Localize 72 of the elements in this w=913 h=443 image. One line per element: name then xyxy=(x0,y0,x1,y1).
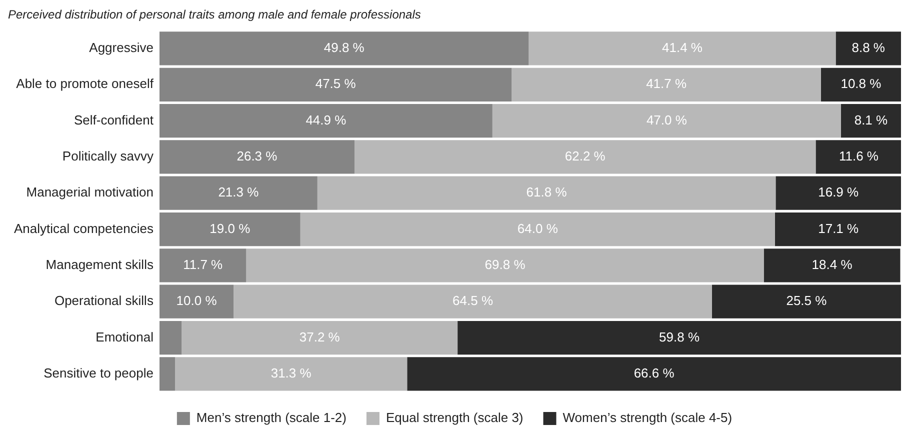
legend-label: Equal strength (scale 3) xyxy=(386,410,524,426)
data-label: 59.8 % xyxy=(659,329,700,344)
data-label: 25.5 % xyxy=(786,293,828,308)
bar xyxy=(836,32,901,66)
data-label: 17.1 % xyxy=(818,220,860,236)
bar xyxy=(776,176,901,210)
bar xyxy=(246,248,764,282)
y-tick-label: Analytical competencies xyxy=(14,220,154,236)
bar xyxy=(774,212,901,246)
bar xyxy=(764,248,900,282)
bar xyxy=(300,212,775,246)
bar xyxy=(317,176,776,210)
bar xyxy=(354,140,816,174)
data-label: 8.8 % xyxy=(852,40,886,56)
bar xyxy=(159,320,182,355)
bar xyxy=(159,104,492,138)
data-label: 31.3 % xyxy=(270,366,312,380)
bar xyxy=(528,32,836,66)
data-label: 64.0 % xyxy=(517,220,558,236)
legend-label: Women’s strength (scale 4-5) xyxy=(562,410,732,426)
y-tick-label: Management skills xyxy=(46,257,154,272)
y-tick-label: Emotional xyxy=(96,329,154,344)
data-label: 69.8 % xyxy=(484,257,526,272)
bar xyxy=(512,68,821,102)
bar xyxy=(492,104,841,138)
data-label: 16.9 % xyxy=(818,184,860,200)
data-label: 26.3 % xyxy=(236,148,278,164)
bar xyxy=(175,357,408,391)
y-tick-label: Self-confident xyxy=(74,112,154,128)
data-label: 11.6 % xyxy=(838,148,879,164)
bar xyxy=(820,68,901,102)
data-label: 64.5 % xyxy=(452,293,494,308)
data-label: 44.9 % xyxy=(306,112,347,128)
bar xyxy=(159,357,176,391)
bar xyxy=(159,68,512,102)
data-label: 21.3 % xyxy=(218,184,260,200)
data-label: 62.2 % xyxy=(564,148,606,164)
y-tick-label: Operational skills xyxy=(54,293,154,308)
data-label: 41.4 % xyxy=(662,40,703,56)
legend-label: Men’s strength (scale 1-2) xyxy=(196,410,346,426)
bar xyxy=(407,357,901,391)
bar xyxy=(159,140,354,174)
bar xyxy=(159,32,529,66)
y-tick-label: Sensitive to people xyxy=(44,366,154,380)
bar xyxy=(182,320,458,355)
y-tick-label: Politically savvy xyxy=(62,148,154,164)
bar xyxy=(840,104,901,138)
bar xyxy=(458,320,901,355)
chart-title: Perceived distribution of personal traits among male and female professionals xyxy=(8,8,421,22)
y-tick-label: Able to promote oneself xyxy=(16,76,154,92)
data-label: 10.0 % xyxy=(176,293,218,308)
data-label: 49.8 % xyxy=(324,40,365,56)
y-tick-label: Aggressive xyxy=(89,40,154,56)
data-label: 19.0 % xyxy=(210,220,251,236)
bar xyxy=(159,176,318,210)
data-label: 8.1 % xyxy=(854,112,888,128)
bar xyxy=(159,248,246,282)
bar xyxy=(159,212,300,246)
bar xyxy=(234,284,712,318)
bar xyxy=(816,140,901,174)
bar xyxy=(712,284,901,318)
data-label: 66.6 % xyxy=(634,366,675,380)
data-label: 47.5 % xyxy=(315,76,356,92)
y-tick-label: Managerial motivation xyxy=(26,184,154,200)
data-label: 47.0 % xyxy=(646,112,688,128)
data-label: 37.2 % xyxy=(299,329,340,344)
data-label: 10.8 % xyxy=(840,76,882,92)
data-label: 61.8 % xyxy=(526,184,568,200)
bar xyxy=(159,284,234,318)
data-label: 11.7 % xyxy=(183,257,224,272)
data-label: 18.4 % xyxy=(812,257,853,272)
data-label: 41.7 % xyxy=(646,76,687,92)
